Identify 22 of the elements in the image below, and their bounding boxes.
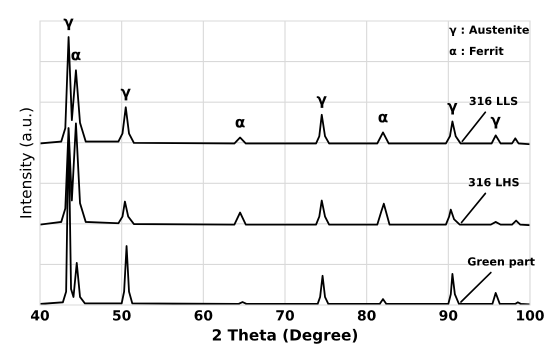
- x-tick-label: 70: [276, 310, 294, 321]
- annotation: γ: [316, 96, 327, 108]
- annotation: α : Ferrit: [450, 46, 504, 56]
- x-tick-label: 60: [194, 310, 212, 321]
- annotation: α: [71, 52, 81, 60]
- text: 316 LLS: [470, 96, 518, 106]
- annotation: α: [236, 118, 245, 128]
- x-tick-label: 80: [358, 310, 376, 321]
- x-tick-label: 90: [439, 310, 458, 321]
- annotation: γ: [120, 88, 131, 100]
- x-tick-label: 50: [113, 310, 131, 321]
- y-axis-title: Intensity (a.u.): [20, 108, 34, 218]
- text: 316 LHS: [468, 178, 519, 186]
- x-axis-title: 2 Theta (Degree): [212, 328, 358, 344]
- annotation: γ: [490, 116, 501, 128]
- text: γ : Austenite: [449, 25, 529, 36]
- annotation: α: [378, 114, 388, 123]
- annotation: γ: [64, 18, 74, 30]
- x-tick-label: 100: [517, 310, 544, 321]
- x-tick-label: 40: [30, 310, 49, 321]
- series-label: Green part: [468, 257, 535, 268]
- annotation: γ: [447, 102, 458, 115]
